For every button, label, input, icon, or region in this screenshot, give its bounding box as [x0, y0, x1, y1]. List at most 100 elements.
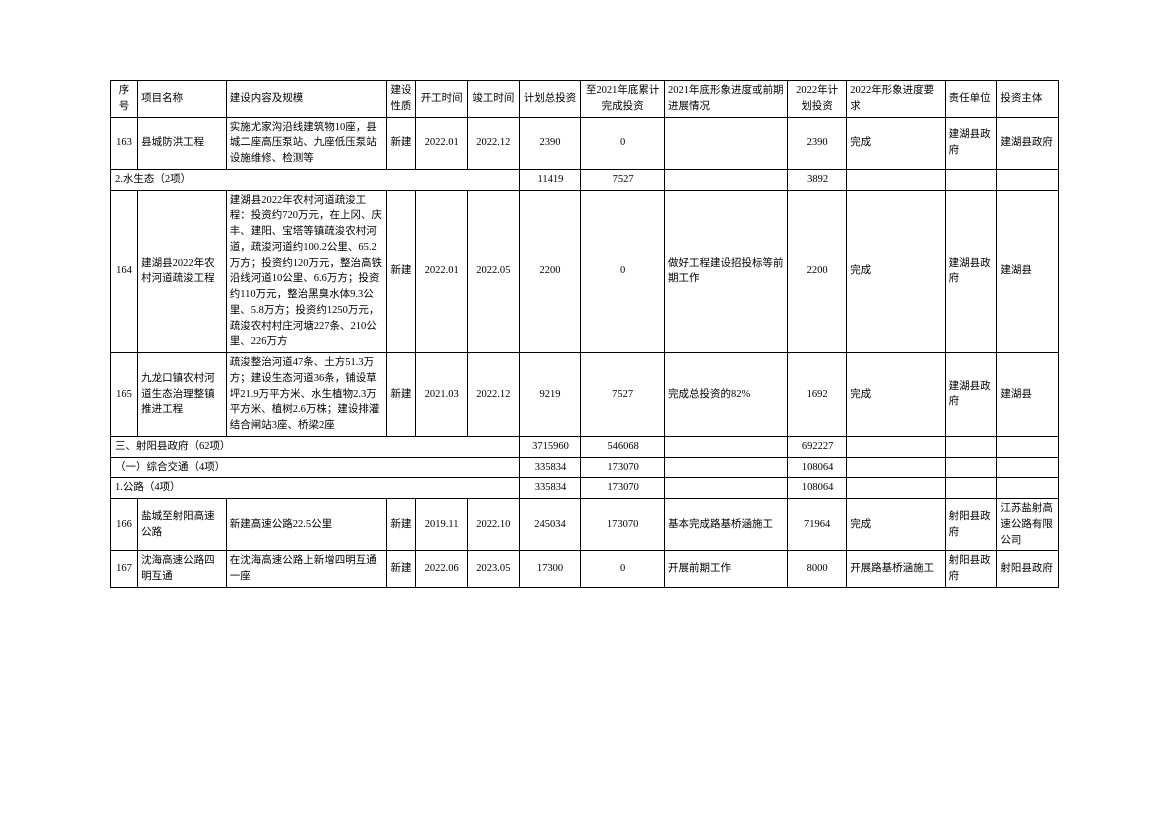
table-row: 167沈海高速公路四明互通在沈海高速公路上新增四明互通一座新建2022.0620…: [111, 551, 1059, 588]
cell-nature: 新建: [386, 551, 416, 588]
section-planTotal: 335834: [519, 457, 581, 478]
cell-planTotal: 2200: [519, 190, 581, 353]
table-row: 163县城防洪工程实施尤家沟沿线建筑物10座，县城二座高压泵站、九座低压泵站设施…: [111, 117, 1059, 169]
cell-req2022: 完成: [847, 499, 945, 551]
cell-req2022: 完成: [847, 353, 945, 437]
cell-content: 建湖县2022年农村河道疏浚工程：投资约720万元，在上冈、庆丰、建阳、宝塔等镇…: [226, 190, 386, 353]
section-plan2022: 108064: [788, 457, 847, 478]
section-label: 三、射阳县政府（62项）: [111, 436, 520, 457]
cell-responsible: 射阳县政府: [945, 551, 997, 588]
section-progress: [664, 457, 787, 478]
table-row: 1.公路（4项）335834173070108064: [111, 478, 1059, 499]
section-investor: [997, 478, 1059, 499]
header-progress: 2021年底形象进度或前期进展情况: [664, 81, 787, 118]
cell-responsible: 建湖县政府: [945, 117, 997, 169]
cell-investor: 建湖县政府: [997, 117, 1059, 169]
section-investor: [997, 169, 1059, 190]
table-row: 165九龙口镇农村河道生态治理整镇推进工程疏浚整治河道47条、土方51.3万方；…: [111, 353, 1059, 437]
cell-content: 实施尤家沟沿线建筑物10座，县城二座高压泵站、九座低压泵站设施维修、检测等: [226, 117, 386, 169]
cell-content: 在沈海高速公路上新增四明互通一座: [226, 551, 386, 588]
section-plan2022: 692227: [788, 436, 847, 457]
cell-end: 2022.12: [468, 353, 520, 437]
table-row: 164建湖县2022年农村河道疏浚工程建湖县2022年农村河道疏浚工程：投资约7…: [111, 190, 1059, 353]
cell-nature: 新建: [386, 117, 416, 169]
cell-nature: 新建: [386, 190, 416, 353]
header-plan: 计划总投资: [519, 81, 581, 118]
cell-doneBy2021: 0: [581, 117, 665, 169]
cell-doneBy2021: 7527: [581, 353, 665, 437]
section-responsible: [945, 436, 997, 457]
header-req2022: 2022年形象进度要求: [847, 81, 945, 118]
cell-planTotal: 245034: [519, 499, 581, 551]
cell-req2022: 完成: [847, 190, 945, 353]
cell-seq: 166: [111, 499, 138, 551]
cell-planTotal: 2390: [519, 117, 581, 169]
cell-seq: 163: [111, 117, 138, 169]
cell-start: 2019.11: [416, 499, 468, 551]
section-plan2022: 3892: [788, 169, 847, 190]
section-req2022: [847, 478, 945, 499]
cell-progress2021: 完成总投资的82%: [664, 353, 787, 437]
section-planTotal: 11419: [519, 169, 581, 190]
cell-responsible: 建湖县政府: [945, 353, 997, 437]
cell-end: 2022.12: [468, 117, 520, 169]
cell-progress2021: 做好工程建设招投标等前期工作: [664, 190, 787, 353]
cell-req2022: 完成: [847, 117, 945, 169]
section-investor: [997, 457, 1059, 478]
section-req2022: [847, 436, 945, 457]
section-investor: [997, 436, 1059, 457]
section-responsible: [945, 169, 997, 190]
section-progress: [664, 478, 787, 499]
header-seq: 序号: [111, 81, 138, 118]
table-row: 三、射阳县政府（62项）3715960546068692227: [111, 436, 1059, 457]
cell-seq: 165: [111, 353, 138, 437]
cell-end: 2022.05: [468, 190, 520, 353]
header-investor: 投资主体: [997, 81, 1059, 118]
section-doneBy2021: 173070: [581, 457, 665, 478]
header-done: 至2021年底累计完成投资: [581, 81, 665, 118]
table-row: （一）综合交通（4项）335834173070 108064: [111, 457, 1059, 478]
cell-planTotal: 9219: [519, 353, 581, 437]
cell-investor: 江苏盐射高速公路有限公司: [997, 499, 1059, 551]
cell-doneBy2021: 173070: [581, 499, 665, 551]
cell-nature: 新建: [386, 353, 416, 437]
cell-name: 沈海高速公路四明互通: [138, 551, 227, 588]
cell-nature: 新建: [386, 499, 416, 551]
header-row: 序号 项目名称 建设内容及规模 建设性质 开工时间 竣工时间 计划总投资 至20…: [111, 81, 1059, 118]
cell-responsible: 射阳县政府: [945, 499, 997, 551]
cell-doneBy2021: 0: [581, 190, 665, 353]
table-row: 166盐城至射阳高速公路新建高速公路22.5公里新建2019.112022.10…: [111, 499, 1059, 551]
cell-investor: 建湖县: [997, 353, 1059, 437]
section-label: （一）综合交通（4项）: [111, 457, 520, 478]
cell-content: 疏浚整治河道47条、土方51.3万方；建设生态河道36条，铺设草坪21.9万平方…: [226, 353, 386, 437]
header-name: 项目名称: [138, 81, 227, 118]
section-progress: [664, 436, 787, 457]
section-responsible: [945, 457, 997, 478]
section-progress: [664, 169, 787, 190]
cell-end: 2023.05: [468, 551, 520, 588]
header-start: 开工时间: [416, 81, 468, 118]
cell-content: 新建高速公路22.5公里: [226, 499, 386, 551]
cell-start: 2022.06: [416, 551, 468, 588]
header-content: 建设内容及规模: [226, 81, 386, 118]
section-req2022: [847, 169, 945, 190]
cell-planTotal: 17300: [519, 551, 581, 588]
cell-req2022: 开展路基桥涵施工: [847, 551, 945, 588]
cell-investor: 建湖县: [997, 190, 1059, 353]
section-doneBy2021: 546068: [581, 436, 665, 457]
cell-doneBy2021: 0: [581, 551, 665, 588]
cell-plan2022: 1692: [788, 353, 847, 437]
table-row: 2.水生态（2项）114197527 3892: [111, 169, 1059, 190]
cell-start: 2022.01: [416, 190, 468, 353]
cell-seq: 164: [111, 190, 138, 353]
cell-plan2022: 8000: [788, 551, 847, 588]
table-body: 163县城防洪工程实施尤家沟沿线建筑物10座，县城二座高压泵站、九座低压泵站设施…: [111, 117, 1059, 587]
cell-name: 九龙口镇农村河道生态治理整镇推进工程: [138, 353, 227, 437]
section-doneBy2021: 7527: [581, 169, 665, 190]
section-label: 2.水生态（2项）: [111, 169, 520, 190]
cell-seq: 167: [111, 551, 138, 588]
cell-plan2022: 2200: [788, 190, 847, 353]
cell-progress2021: 开展前期工作: [664, 551, 787, 588]
header-resp: 责任单位: [945, 81, 997, 118]
cell-start: 2022.01: [416, 117, 468, 169]
